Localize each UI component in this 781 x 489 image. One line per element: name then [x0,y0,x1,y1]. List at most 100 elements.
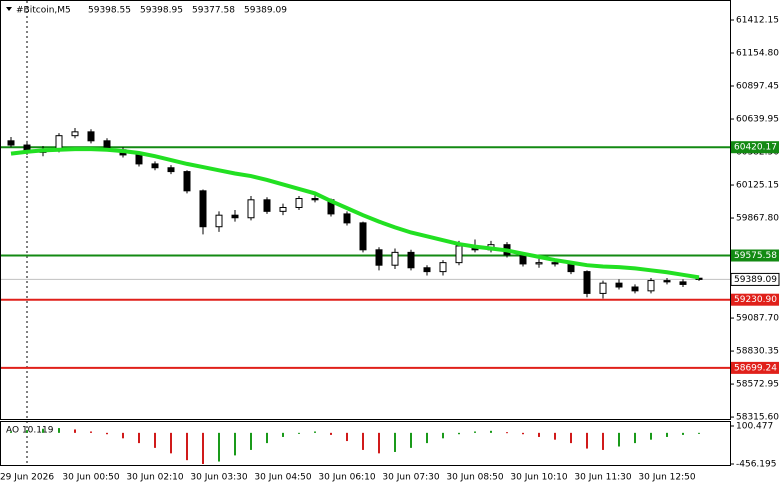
level-label-bg [731,249,779,262]
level-label: 58699.24 [734,363,777,373]
y-tick-label: 60897.45 [736,82,779,92]
ao-bar [650,432,652,440]
ao-bar [570,432,572,444]
last-price-bg [730,272,780,286]
candle-body [55,135,63,151]
y-tick-label: 61412.15 [736,16,779,26]
candle-body [247,199,255,219]
y-tick-label: 60125.15 [736,181,779,191]
x-tick-label: 30 Jun 11:30 [574,473,631,483]
ao-bar [554,432,556,440]
ao-bar [122,432,124,439]
candle-body [407,251,415,269]
ao-bar [10,431,12,433]
candle-body [71,131,79,137]
ao-tick-label: -456.195 [736,460,776,470]
ao-bar [378,432,380,454]
x-tick-label: 30 Jun 00:50 [62,473,119,483]
candle-body [295,198,303,208]
menu-arrow [6,7,12,11]
header-close: 59389.09 [244,6,287,16]
x-tick-label: 30 Jun 07:30 [382,473,439,483]
candle-body [279,206,287,212]
candle-body [263,199,271,212]
y-tick-label: 59087.70 [736,314,779,324]
ao-bar [330,432,332,435]
candle-body [135,154,143,165]
level-label-bg [731,293,779,306]
candle-body [375,249,383,266]
candle-body [7,140,15,146]
y-tick-label: 59867.80 [736,214,779,224]
ao-bar [282,432,284,437]
ao-bar [106,432,108,435]
candle-body [215,214,223,228]
ao-bar [170,432,172,454]
ao-bar [42,428,44,433]
level-label-bg [731,141,779,154]
ao-bar [426,432,428,444]
y-tick-label: 58830.35 [736,347,779,357]
candle-body [231,214,239,219]
candle-body [151,163,159,169]
x-tick-label: 29 Jun 2026 [0,473,54,483]
candle-body [519,254,527,265]
ao-bar [218,432,220,462]
candle-body [631,286,639,292]
ao-bar [346,432,348,442]
candle-body [455,245,463,264]
candle-body [391,251,399,266]
ao-bar [26,430,28,433]
y-tick-label: 61154.80 [736,49,779,59]
candle-body [167,167,175,173]
ao-bar [490,430,492,433]
ao-bar [250,432,252,450]
price-frame [0,0,731,420]
last-price-label: 59389.09 [734,275,777,285]
candle-body [567,263,575,273]
x-tick-label: 30 Jun 08:50 [446,473,503,483]
x-tick-label: 30 Jun 03:30 [190,473,247,483]
ao-bar [538,432,540,437]
header-open: 59398.55 [88,6,131,16]
y-tick-label: 60639.95 [736,115,779,125]
ao-bar [394,432,396,452]
ao-bar [506,432,508,434]
header-low: 59377.58 [192,6,235,16]
ao-bar [474,431,476,433]
level-label: 59575.58 [734,251,777,261]
candle-body [439,262,447,273]
y-tick-label: 58572.95 [736,380,779,390]
level-label-bg [731,361,779,374]
candle-body [183,171,191,192]
ao-bar [602,432,604,450]
ao-tick-label: 100.477 [736,422,773,432]
candle-body [87,131,95,142]
ao-bar [266,432,268,444]
ao-bar [586,432,588,449]
ao-bar [90,431,92,433]
ao-bar [58,428,60,433]
candle-body [359,222,367,251]
candle-body [343,213,351,224]
ao-title: AO 10.119 [6,426,54,436]
ao-bar [618,432,620,447]
x-tick-label: 30 Jun 12:50 [638,473,695,483]
candle-body [647,280,655,292]
x-tick-label: 30 Jun 10:10 [510,473,567,483]
ao-bar [666,432,668,437]
candle-body [663,280,671,283]
level-label: 59230.90 [734,295,777,305]
ao-bar [522,432,524,435]
ao-bar [442,432,444,439]
x-tick-label: 30 Jun 02:10 [126,473,183,483]
candle-body [551,262,559,265]
ao-bar [74,429,76,433]
ao-bar [154,432,156,448]
ao-bar [634,432,636,444]
ao-bar [682,432,684,435]
candle-body [199,190,207,228]
